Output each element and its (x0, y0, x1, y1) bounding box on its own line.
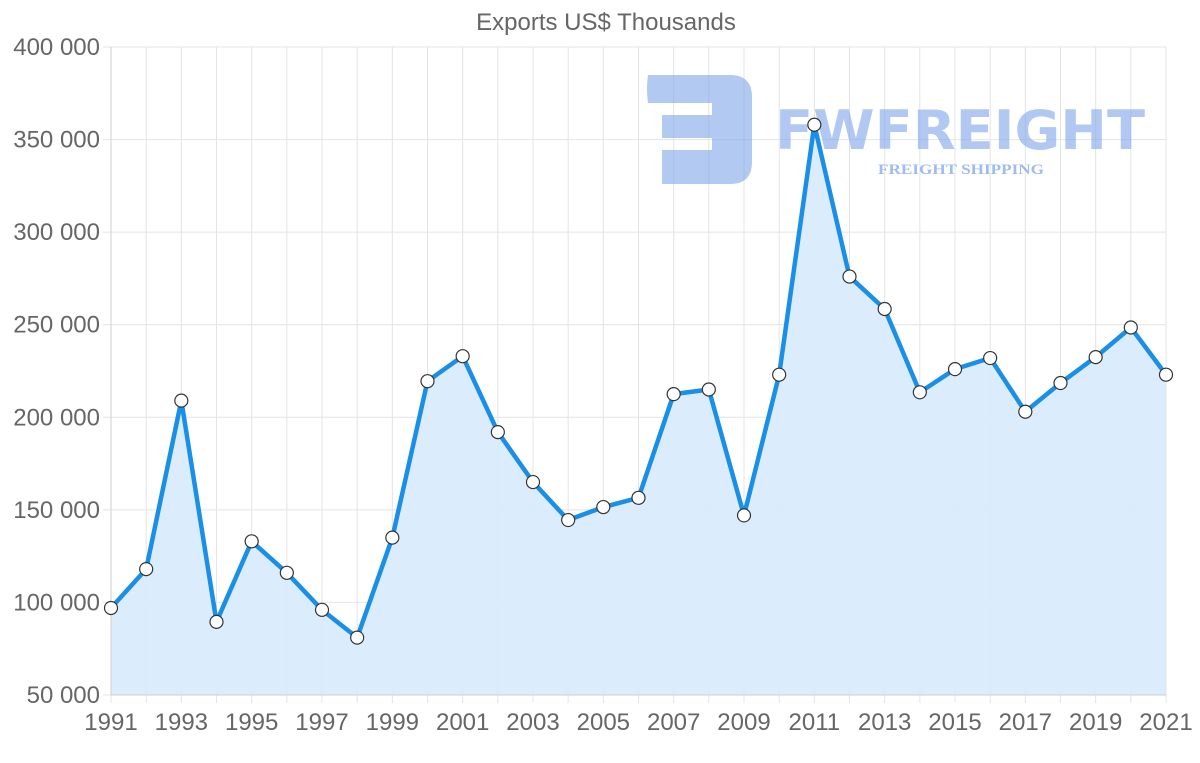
x-tick-label: 1997 (295, 709, 348, 736)
watermark-logo: FWFREIGHT FREIGHT SHIPPING (647, 75, 1145, 184)
data-point[interactable] (947, 362, 963, 377)
y-axis-labels: 400 000 350 000 300 000 250 000 200 000 150 0… (13, 34, 100, 709)
data-point[interactable] (525, 474, 541, 490)
area-fill (111, 124, 1166, 695)
y-tick-label: 250 000 (13, 312, 100, 339)
x-tick-label: 2009 (717, 709, 770, 736)
x-tick-label: 2021 (1139, 709, 1192, 736)
data-point[interactable] (736, 508, 752, 523)
x-tick-label: 2001 (436, 709, 489, 736)
x-tick-label: 2003 (506, 709, 559, 736)
x-tick-label: 2011 (789, 709, 841, 736)
data-point[interactable] (912, 385, 927, 400)
data-point[interactable] (279, 565, 294, 580)
data-point[interactable] (842, 269, 857, 284)
data-point[interactable] (877, 301, 892, 317)
data-point[interactable] (103, 600, 119, 616)
chart-title: Exports US$ Thousands (476, 9, 736, 36)
y-tick-label: 200 000 (13, 404, 100, 431)
data-point[interactable] (314, 602, 330, 617)
data-point[interactable] (350, 630, 365, 645)
x-tick-label: 2007 (647, 709, 700, 736)
data-point[interactable] (983, 350, 998, 366)
data-point[interactable] (174, 393, 189, 408)
x-tick-label: 2019 (1069, 709, 1122, 736)
data-point[interactable] (420, 374, 435, 389)
data-point[interactable] (385, 530, 400, 545)
data-point[interactable] (139, 562, 154, 577)
axes (110, 47, 1166, 696)
data-point[interactable] (701, 382, 716, 397)
x-tick-label: 2015 (928, 709, 981, 736)
x-tick-label: 2005 (577, 709, 630, 736)
x-tick-label: 1999 (366, 709, 419, 736)
data-point[interactable] (244, 534, 259, 549)
data-point[interactable] (455, 349, 470, 364)
data-point[interactable] (666, 387, 681, 402)
data-point[interactable] (1158, 367, 1174, 382)
data-point[interactable] (596, 499, 611, 515)
data-point[interactable] (631, 490, 646, 505)
data-point[interactable] (1053, 375, 1068, 391)
data-point[interactable] (490, 424, 505, 440)
y-tick-label: 300 000 (13, 219, 100, 246)
y-tick-label: 350 000 (13, 127, 100, 154)
y-tick-label: 100 000 (13, 589, 100, 616)
x-tick-label: 1991 (84, 709, 137, 736)
y-tick-label: 400 000 (13, 34, 100, 61)
x-tick-label: 1995 (225, 709, 278, 736)
data-point[interactable] (1088, 350, 1103, 365)
x-axis-labels: 1991 1993 1995 1997 1999 2001 2003 2005 2007 2009… (84, 709, 1192, 736)
x-tick-label: 1993 (155, 709, 208, 736)
data-point[interactable] (1018, 404, 1033, 419)
data-point[interactable] (772, 367, 787, 382)
data-point[interactable] (1123, 320, 1138, 335)
y-tick-label: 50 000 (27, 682, 100, 709)
data-point[interactable] (561, 512, 576, 528)
data-point[interactable] (209, 614, 224, 629)
watermark-brand: FWFREIGHT (775, 99, 1145, 162)
logo-mark-icon (647, 75, 752, 184)
x-tick-label: 2013 (858, 709, 911, 736)
x-tick-label: 2017 (999, 709, 1052, 736)
data-points (103, 117, 1174, 645)
y-tick-label: 150 000 (13, 497, 100, 524)
data-point[interactable] (807, 117, 822, 132)
watermark-tagline: FREIGHT SHIPPING (878, 162, 1044, 178)
